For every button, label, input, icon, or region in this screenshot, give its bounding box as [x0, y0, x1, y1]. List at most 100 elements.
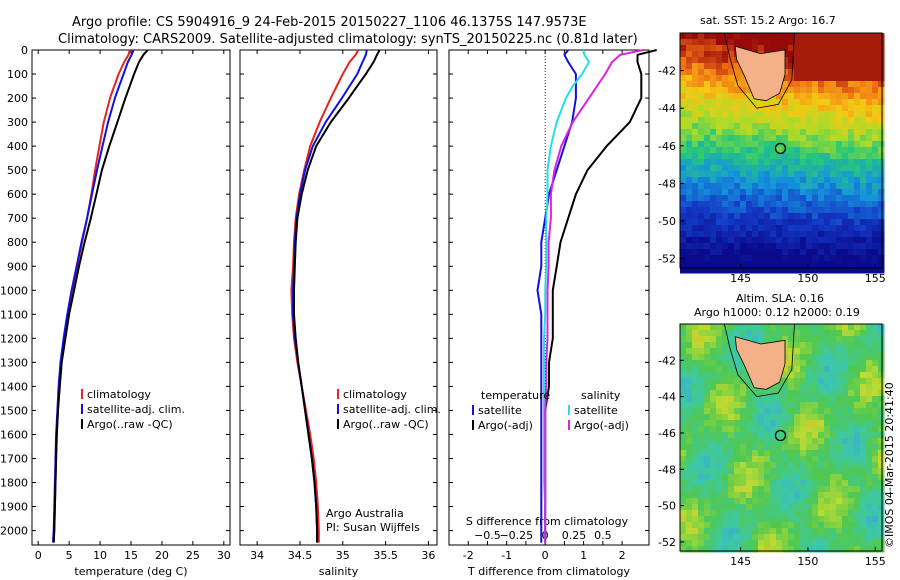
map-cell: [728, 255, 735, 262]
map-cell: [734, 255, 741, 262]
map-cell: [770, 189, 777, 196]
map-cell: [788, 354, 795, 361]
map-cell: [848, 69, 855, 76]
map-cell: [818, 468, 825, 475]
map-cell: [866, 177, 873, 184]
map-cell: [716, 348, 723, 355]
map-cell: [818, 504, 825, 511]
map-cell: [728, 195, 735, 202]
map-cell: [710, 39, 717, 46]
map-cell: [836, 87, 843, 94]
map-cell: [794, 267, 801, 274]
map-cell: [836, 402, 843, 409]
map-cell: [836, 99, 843, 106]
map-cell: [752, 231, 759, 238]
map-cell: [848, 504, 855, 511]
map-cell: [836, 237, 843, 244]
map-cell: [692, 249, 699, 256]
map-cell: [782, 330, 789, 337]
map-cell: [854, 105, 861, 112]
map-cell: [800, 498, 807, 505]
map-cell: [716, 432, 723, 439]
map-cell: [698, 504, 705, 511]
map-cell: [704, 105, 711, 112]
map-cell: [734, 498, 741, 505]
map-cell: [854, 237, 861, 244]
map-cell: [824, 171, 831, 178]
map-cell: [806, 438, 813, 445]
map-cell: [788, 432, 795, 439]
map-cell: [782, 420, 789, 427]
map-cell: [830, 141, 837, 148]
map-cell: [800, 63, 807, 70]
map-cell: [788, 444, 795, 451]
map-cell: [722, 219, 729, 226]
map-cell: [818, 171, 825, 178]
map-cell: [710, 171, 717, 178]
map-cell: [716, 183, 723, 190]
map-cell: [854, 516, 861, 523]
map-cell: [824, 165, 831, 172]
map-cell: [788, 183, 795, 190]
map-cell: [830, 342, 837, 349]
map-cell: [878, 444, 885, 451]
map-cell: [866, 81, 873, 88]
map-cell: [842, 348, 849, 355]
map-cell: [770, 420, 777, 427]
map-cell: [788, 261, 795, 268]
map-cell: [764, 396, 771, 403]
map-cell: [764, 117, 771, 124]
map-cell: [776, 480, 783, 487]
map-cell: [830, 123, 837, 130]
map-cell: [758, 201, 765, 208]
map-cell: [878, 75, 885, 82]
map-cell: [692, 237, 699, 244]
map-cell: [842, 123, 849, 130]
map-cell: [818, 372, 825, 379]
map-cell: [860, 249, 867, 256]
map-cell: [860, 336, 867, 343]
map-cell: [764, 498, 771, 505]
map-cell: [860, 342, 867, 349]
depth-tick-label: 200: [7, 92, 28, 105]
map-cell: [848, 492, 855, 499]
map-cell: [854, 354, 861, 361]
map-cell: [722, 45, 729, 52]
map-cell: [818, 105, 825, 112]
map-cell: [752, 504, 759, 511]
map-cell: [836, 324, 843, 331]
map-cell: [866, 468, 873, 475]
map-cell: [872, 87, 879, 94]
map-cell: [746, 135, 753, 142]
map-cell: [806, 444, 813, 451]
map-cell: [758, 165, 765, 172]
map-cell: [704, 123, 711, 130]
map-cell: [716, 384, 723, 391]
map-cell: [878, 225, 885, 232]
map-cell: [788, 231, 795, 238]
map-cell: [866, 408, 873, 415]
map-cell: [698, 390, 705, 397]
map-cell: [830, 159, 837, 166]
map-cell: [698, 348, 705, 355]
map-cell: [848, 534, 855, 541]
map-cell: [818, 342, 825, 349]
map-cell: [704, 81, 711, 88]
map-cell: [746, 189, 753, 196]
map-cell: [728, 330, 735, 337]
map-cell: [734, 528, 741, 535]
map-cell: [860, 231, 867, 238]
map-cell: [866, 372, 873, 379]
map-cell: [680, 147, 687, 154]
map-cell: [794, 402, 801, 409]
map-cell: [734, 147, 741, 154]
map-cell: [776, 225, 783, 232]
map-cell: [800, 261, 807, 268]
map-cell: [686, 255, 693, 262]
map-cell: [872, 510, 879, 517]
map-cell: [854, 255, 861, 262]
map-cell: [686, 201, 693, 208]
map-cell: [758, 111, 765, 118]
map-cell: [776, 219, 783, 226]
map-cell: [824, 522, 831, 529]
